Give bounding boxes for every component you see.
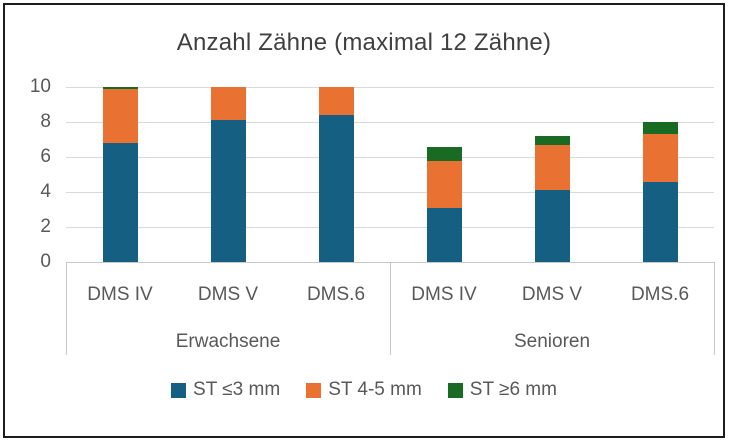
bar-segment-st-≤3-mm xyxy=(210,120,246,262)
bar-segment-st-≥6-mm xyxy=(102,87,138,89)
y-axis-tick-label: 4 xyxy=(40,181,51,202)
chart-title: Anzahl Zähne (maximal 12 Zähne) xyxy=(176,29,552,56)
group-label: Erwachsene xyxy=(175,331,281,352)
category-label: DMS.6 xyxy=(306,284,366,305)
legend-item-label: ST ≤3 mm xyxy=(193,379,281,400)
bar-segment-st-≤3-mm xyxy=(534,190,570,262)
bar-segment-st-4-5-mm xyxy=(102,88,138,143)
legend-item: ST ≤3 mm xyxy=(171,379,280,401)
bar-segment-st-≥6-mm xyxy=(534,136,570,145)
y-axis-tick-label: 0 xyxy=(40,251,51,272)
gridline-y-10 xyxy=(66,86,714,88)
gridline-y-6 xyxy=(66,156,714,158)
axis-separator-2 xyxy=(714,262,715,355)
bar-segment-st-4-5-mm xyxy=(426,160,462,208)
legend-item: ST ≥6 mm xyxy=(447,379,557,401)
category-label: DMS V xyxy=(197,284,259,305)
bar-segment-st-4-5-mm xyxy=(534,144,570,191)
plot-area: Anzahl Zähne (maximal 12 Zähne) 0 2 4 6 8 10 D… xyxy=(5,5,723,436)
gridline-y-8 xyxy=(66,121,714,123)
gridline-y-2 xyxy=(66,226,714,228)
category-label: DMS.6 xyxy=(630,284,690,305)
group-label: Senioren xyxy=(513,331,591,352)
chart-legend: ST ≤3 mm ST 4-5 mm ST ≥6 mm xyxy=(5,377,723,403)
bar-segment-st-4-5-mm xyxy=(318,87,354,115)
legend-swatch-icon xyxy=(171,382,187,398)
legend-swatch-icon xyxy=(306,382,322,398)
bar-segment-st-≥6-mm xyxy=(642,122,678,135)
category-label: DMS V xyxy=(521,284,583,305)
axis-separator-1 xyxy=(390,262,391,355)
legend-swatch-icon xyxy=(447,382,463,398)
bar-segment-st-4-5-mm xyxy=(642,134,678,182)
category-label: DMS IV xyxy=(87,284,153,305)
y-axis-tick-label: 2 xyxy=(40,216,51,237)
y-axis-tick-label: 6 xyxy=(40,146,51,167)
y-axis-tick-label: 8 xyxy=(40,111,51,132)
y-axis-tick-label: 10 xyxy=(29,76,51,97)
bar-segment-st-≥6-mm xyxy=(426,146,462,161)
legend-item-label: ST ≥6 mm xyxy=(469,379,557,400)
legend-item-label: ST 4-5 mm xyxy=(328,379,422,400)
bar-segment-st-≤3-mm xyxy=(426,207,462,262)
bar-segment-st-≤3-mm xyxy=(102,143,138,262)
gridline-y-4 xyxy=(66,191,714,193)
bar-segment-st-4-5-mm xyxy=(210,87,246,121)
bar-segment-st-≤3-mm xyxy=(642,181,678,262)
category-label: DMS IV xyxy=(411,284,477,305)
legend-item: ST 4-5 mm xyxy=(306,379,422,401)
axis-separator-0 xyxy=(66,262,67,355)
chart-frame: Anzahl Zähne (maximal 12 Zähne) 0 2 4 6 8 10 D… xyxy=(3,3,725,438)
bar-segment-st-≤3-mm xyxy=(318,115,354,262)
